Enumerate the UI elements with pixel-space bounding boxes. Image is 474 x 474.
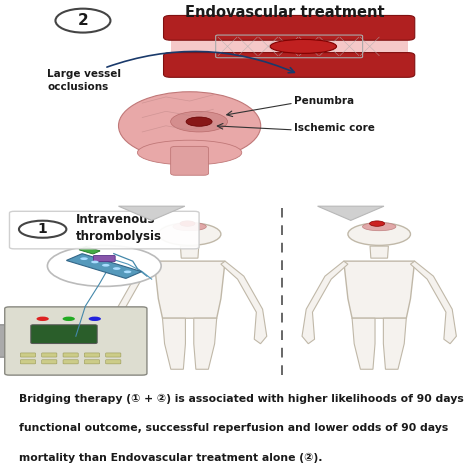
Text: mortality than Endovascular treatment alone (②).: mortality than Endovascular treatment al… (19, 453, 322, 463)
FancyBboxPatch shape (164, 53, 415, 77)
Text: functional outcome, successful reperfusion and lower odds of 90 days: functional outcome, successful reperfusi… (19, 423, 448, 433)
Ellipse shape (118, 92, 261, 160)
Circle shape (158, 223, 221, 246)
FancyBboxPatch shape (93, 255, 115, 262)
FancyBboxPatch shape (67, 254, 141, 278)
Ellipse shape (171, 111, 228, 132)
Polygon shape (410, 261, 456, 344)
Circle shape (36, 317, 49, 321)
FancyBboxPatch shape (0, 325, 17, 357)
Ellipse shape (186, 117, 212, 126)
Circle shape (63, 317, 75, 321)
Text: Intravenous
thrombolysis: Intravenous thrombolysis (76, 212, 162, 243)
FancyBboxPatch shape (171, 146, 209, 175)
Circle shape (348, 223, 410, 246)
FancyBboxPatch shape (20, 360, 36, 364)
Polygon shape (302, 261, 348, 344)
FancyBboxPatch shape (106, 360, 121, 364)
Ellipse shape (173, 222, 206, 231)
Circle shape (124, 271, 131, 273)
Text: 1: 1 (38, 222, 47, 236)
Ellipse shape (270, 39, 337, 54)
Ellipse shape (137, 140, 242, 165)
Circle shape (180, 221, 195, 226)
FancyBboxPatch shape (5, 307, 147, 375)
Polygon shape (181, 246, 199, 258)
Circle shape (91, 261, 99, 264)
Polygon shape (194, 318, 217, 369)
Circle shape (80, 257, 88, 260)
Text: Penumbra: Penumbra (294, 96, 354, 106)
Text: Endovascular treatment: Endovascular treatment (184, 5, 384, 20)
FancyBboxPatch shape (79, 247, 100, 254)
FancyBboxPatch shape (42, 360, 57, 364)
Bar (171, 37, 408, 55)
Polygon shape (112, 261, 158, 344)
Polygon shape (344, 261, 415, 318)
Circle shape (370, 221, 384, 226)
Circle shape (19, 221, 66, 238)
FancyBboxPatch shape (106, 353, 121, 357)
FancyBboxPatch shape (20, 353, 36, 357)
FancyBboxPatch shape (164, 16, 415, 40)
FancyBboxPatch shape (63, 360, 78, 364)
Circle shape (89, 317, 101, 321)
FancyBboxPatch shape (42, 353, 57, 357)
FancyBboxPatch shape (31, 325, 97, 344)
FancyBboxPatch shape (84, 353, 100, 357)
Circle shape (47, 246, 161, 286)
Text: Ischemic core: Ischemic core (294, 123, 375, 133)
Polygon shape (352, 318, 375, 369)
Circle shape (55, 9, 110, 33)
Polygon shape (163, 318, 185, 369)
Polygon shape (221, 261, 267, 344)
Text: Bridging therapy (① + ②) is associated with higher likelihoods of 90 days: Bridging therapy (① + ②) is associated w… (19, 394, 464, 404)
Polygon shape (154, 261, 225, 318)
FancyBboxPatch shape (9, 211, 199, 249)
FancyBboxPatch shape (84, 360, 100, 364)
Text: Large vessel
occlusions: Large vessel occlusions (47, 69, 121, 91)
Text: 2: 2 (78, 13, 88, 28)
Ellipse shape (363, 222, 396, 231)
Circle shape (113, 267, 120, 270)
Polygon shape (370, 246, 388, 258)
Circle shape (102, 264, 109, 267)
Polygon shape (383, 318, 406, 369)
FancyBboxPatch shape (63, 353, 78, 357)
